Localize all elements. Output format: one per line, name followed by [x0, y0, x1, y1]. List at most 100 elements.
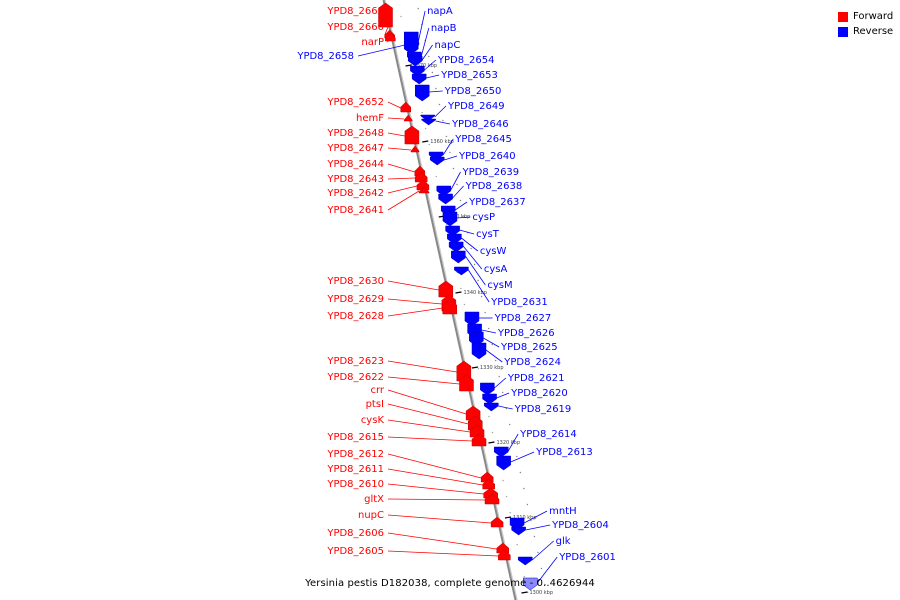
reverse-gene-label[interactable]: YPD8_2619: [514, 404, 572, 415]
forward-gene-label[interactable]: hemF: [356, 113, 384, 124]
reverse-gene-label[interactable]: glk: [556, 536, 571, 547]
forward-gene-label[interactable]: YPD8_2628: [326, 311, 384, 322]
reverse-gene-label[interactable]: YPD8_2624: [503, 357, 561, 368]
reverse-gene-label[interactable]: YPD8_2638: [465, 181, 523, 192]
reverse-gene-glyph[interactable]: [414, 84, 430, 102]
forward-gene-label[interactable]: YPD8_2605: [326, 546, 384, 557]
reverse-gene-glyph[interactable]: [464, 311, 480, 327]
reverse-gene-label[interactable]: napB: [431, 23, 457, 34]
forward-gene-label[interactable]: crr: [370, 385, 384, 396]
forward-gene-label[interactable]: YPD8_2610: [326, 479, 384, 490]
forward-gene-label[interactable]: YPD8_2606: [326, 528, 384, 539]
reverse-gene-glyph[interactable]: [421, 118, 436, 126]
forward-gene-label[interactable]: YPD8_2630: [326, 276, 384, 287]
reverse-gene-glyph[interactable]: [454, 266, 469, 276]
legend-reverse[interactable]: Reverse: [838, 24, 893, 39]
forward-gene-label[interactable]: YPD8_2652: [326, 97, 384, 108]
reverse-gene-label[interactable]: napA: [427, 6, 453, 17]
reverse-gene-glyph[interactable]: [496, 455, 511, 471]
reverse-gene-glyph[interactable]: [429, 156, 445, 166]
reverse-gene-glyph[interactable]: [511, 526, 526, 536]
reverse-gene-label[interactable]: cysP: [472, 212, 495, 223]
forward-gene-glyph[interactable]: [438, 280, 454, 298]
reverse-gene-label[interactable]: YPD8_2650: [444, 86, 502, 97]
forward-gene-label[interactable]: YPD8_2644: [326, 159, 384, 170]
reverse-gene-label[interactable]: YPD8_2620: [510, 388, 568, 399]
reverse-gene-label[interactable]: YPD8_2601: [558, 552, 616, 563]
reverse-gene-label[interactable]: cysT: [476, 229, 500, 240]
reverse-gene-glyph[interactable]: [445, 225, 460, 237]
reverse-gene-label[interactable]: YPD8_2625: [500, 342, 558, 353]
forward-gene-glyph[interactable]: [418, 186, 430, 194]
forward-gene-label[interactable]: YPD8_2623: [326, 356, 384, 367]
reverse-gene-glyph[interactable]: [436, 185, 452, 197]
forward-gene-glyph[interactable]: [378, 2, 393, 28]
reverse-gene-glyph[interactable]: [523, 577, 538, 591]
forward-gene-glyph[interactable]: [490, 516, 504, 528]
reverse-gene-label[interactable]: cysA: [484, 264, 508, 275]
reverse-gene-label[interactable]: YPD8_2654: [437, 55, 495, 66]
reverse-gene-glyph[interactable]: [447, 233, 462, 245]
forward-gene-label[interactable]: YPD8_2622: [326, 372, 384, 383]
reverse-gene-glyph[interactable]: [407, 55, 423, 67]
forward-gene-glyph[interactable]: [459, 374, 474, 392]
forward-gene-label[interactable]: YPD8_2641: [326, 205, 384, 216]
reverse-gene-label[interactable]: YPD8_2640: [458, 151, 516, 162]
reverse-gene-glyph[interactable]: [471, 342, 487, 360]
forward-gene-label[interactable]: YPD8_2611: [326, 464, 384, 475]
forward-gene-glyph[interactable]: [442, 299, 458, 315]
reverse-gene-glyph[interactable]: [438, 193, 453, 205]
reverse-gene-label[interactable]: YPD8_2658: [296, 51, 354, 62]
forward-gene-label[interactable]: YPD8_2643: [326, 174, 384, 185]
reverse-gene-glyph[interactable]: [482, 393, 497, 405]
forward-gene-label[interactable]: cysK: [361, 415, 385, 426]
forward-gene-label[interactable]: YPD8_2629: [326, 294, 384, 305]
forward-gene-label[interactable]: gltX: [364, 494, 384, 505]
forward-gene-label[interactable]: nupC: [358, 510, 384, 521]
reverse-gene-label[interactable]: YPD8_2627: [494, 313, 552, 324]
reverse-gene-glyph[interactable]: [411, 73, 427, 85]
forward-gene-label[interactable]: YPD8_2648: [326, 128, 384, 139]
forward-gene-glyph[interactable]: [404, 125, 420, 145]
forward-gene-label[interactable]: YPD8_2642: [326, 188, 384, 199]
reverse-gene-label[interactable]: cysM: [487, 280, 512, 291]
forward-gene-label[interactable]: YPD8_2660: [326, 22, 384, 33]
forward-gene-label[interactable]: narP: [361, 37, 384, 48]
forward-gene-glyph[interactable]: [410, 145, 420, 153]
reverse-gene-label[interactable]: YPD8_2646: [451, 119, 509, 130]
forward-gene-label[interactable]: YPD8_2661: [326, 6, 384, 17]
forward-gene-label[interactable]: YPD8_2615: [326, 432, 384, 443]
forward-gene-label[interactable]: ptsI: [366, 399, 384, 410]
reverse-gene-label[interactable]: YPD8_2614: [519, 429, 577, 440]
legend-forward[interactable]: Forward: [838, 9, 893, 24]
reverse-gene-leader: [421, 44, 433, 61]
reverse-gene-label[interactable]: YPD8_2649: [447, 101, 505, 112]
reverse-gene-glyph[interactable]: [442, 211, 458, 227]
reverse-gene-label[interactable]: YPD8_2631: [490, 297, 548, 308]
forward-gene-glyph[interactable]: [471, 433, 487, 447]
reverse-gene-glyph[interactable]: [493, 446, 509, 458]
forward-gene-label[interactable]: YPD8_2647: [326, 143, 384, 154]
reverse-gene-label[interactable]: YPD8_2621: [507, 373, 565, 384]
reverse-gene-label[interactable]: YPD8_2626: [497, 328, 555, 339]
reverse-gene-glyph[interactable]: [403, 31, 419, 55]
reverse-gene-label[interactable]: YPD8_2613: [535, 447, 593, 458]
reverse-gene-glyph[interactable]: [451, 250, 466, 264]
forward-gene-glyph[interactable]: [403, 114, 413, 122]
reverse-gene-glyph[interactable]: [448, 241, 464, 253]
reverse-gene-label[interactable]: YPD8_2637: [468, 197, 526, 208]
reverse-gene-label[interactable]: YPD8_2653: [440, 70, 498, 81]
forward-gene-glyph[interactable]: [400, 101, 412, 113]
reverse-gene-label[interactable]: YPD8_2639: [462, 167, 520, 178]
reverse-gene-glyph[interactable]: [480, 382, 495, 396]
forward-gene-label[interactable]: YPD8_2612: [326, 449, 384, 460]
reverse-gene-label[interactable]: YPD8_2645: [454, 134, 512, 145]
reverse-gene-label[interactable]: YPD8_2604: [551, 520, 609, 531]
reverse-gene-glyph[interactable]: [420, 114, 435, 122]
reverse-gene-glyph[interactable]: [517, 556, 533, 566]
reverse-gene-glyph[interactable]: [410, 65, 425, 77]
reverse-gene-glyph[interactable]: [484, 402, 499, 412]
reverse-gene-label[interactable]: napC: [435, 40, 461, 51]
reverse-gene-label[interactable]: cysW: [480, 246, 507, 257]
reverse-gene-label[interactable]: mntH: [549, 506, 577, 517]
